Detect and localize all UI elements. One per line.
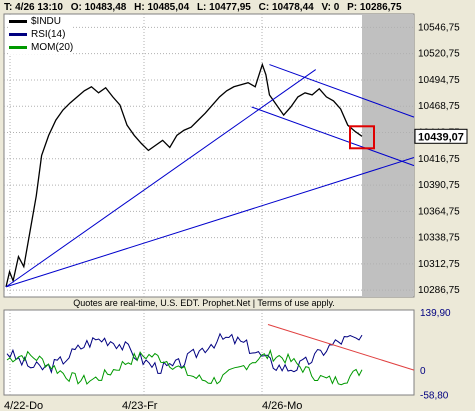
legend-entry-rsi: RSI(14): [9, 28, 73, 41]
y-tick-label: 10286,75: [418, 285, 460, 296]
indicator-y-tick-label: -58,80: [420, 391, 449, 402]
open-label: O: 10483,48: [70, 2, 127, 13]
y-tick-label: 10364,75: [418, 206, 460, 217]
price-series-line: [5, 62, 363, 288]
indicator-trendline: [267, 324, 415, 371]
legend-entry-mom: MOM(20): [9, 41, 73, 54]
quote-header: T: 4/26 13:10 O: 10483,48 H: 10485,04 L:…: [4, 2, 407, 13]
trendline: [5, 69, 317, 288]
x-tick-label: 4/26-Mo: [262, 400, 302, 411]
volume-label: V: 0: [321, 2, 340, 13]
prev-label: P: 10286,75: [347, 2, 402, 13]
y-tick-label: 10520,75: [418, 49, 460, 60]
chart-legend: $INDU RSI(14) MOM(20): [9, 15, 74, 54]
x-tick-label: 4/23-Fr: [122, 400, 158, 411]
y-tick-label: 10468,75: [418, 101, 460, 112]
low-label: L: 10477,95: [196, 2, 251, 13]
y-tick-label: 10390,75: [418, 180, 460, 191]
trendline: [5, 157, 415, 288]
y-tick-label: 10546,75: [418, 22, 460, 33]
legend-entry-indu: $INDU: [9, 15, 73, 28]
indicator-y-tick-label: 139,90: [420, 308, 451, 319]
y-tick-label: 10338,75: [418, 233, 460, 244]
rsi-series-line: [6, 332, 363, 375]
trendline: [269, 64, 415, 118]
close-label: C: 10478,44: [258, 2, 314, 13]
trendline: [251, 106, 415, 167]
indicator-y-tick-label: 0: [420, 366, 426, 377]
y-tick-label: 10312,75: [418, 259, 460, 270]
future-shade: [362, 15, 413, 296]
mom-series-line: [6, 348, 363, 386]
x-tick-label: 4/22-Do: [4, 400, 43, 411]
current-price-label: 10439,07: [418, 131, 464, 143]
indicator-plot-area: [3, 309, 415, 396]
time-label: T: 4/26 13:10: [4, 2, 63, 13]
high-label: H: 10485,04: [134, 2, 190, 13]
current-price-tag: [414, 128, 468, 144]
y-tick-label: 10494,75: [418, 75, 460, 86]
main-plot-area: [3, 13, 415, 298]
highlight-box: [349, 125, 375, 150]
quotes-note: Quotes are real-time, U.S. EDT. Prophet.…: [73, 298, 335, 308]
y-tick-label: 10416,75: [418, 154, 460, 165]
